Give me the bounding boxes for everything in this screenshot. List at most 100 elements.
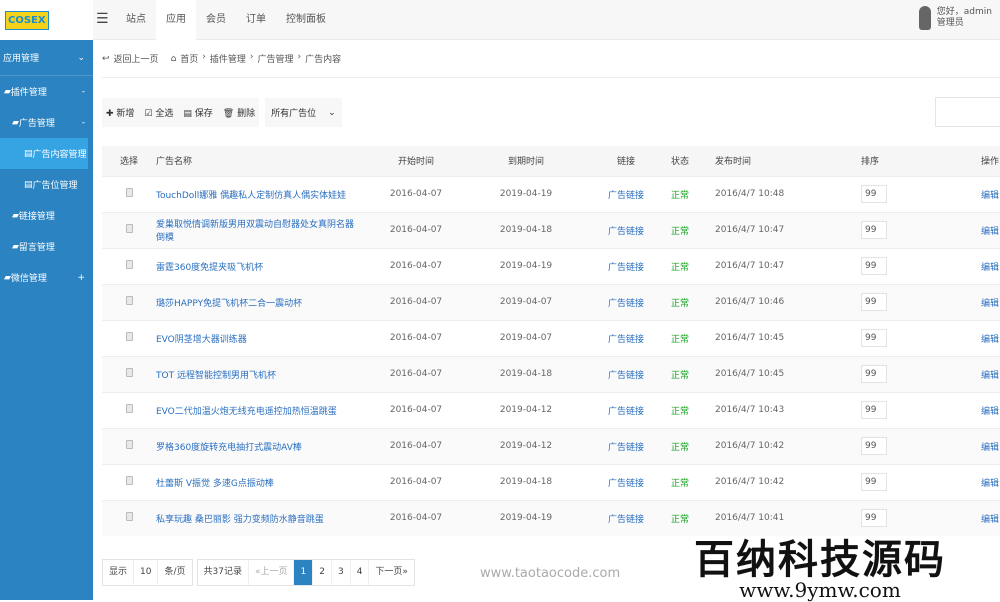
row-checkbox[interactable] bbox=[125, 476, 133, 485]
delete-button[interactable]: 🗑 删除 bbox=[222, 109, 256, 119]
menu-toggle-icon[interactable]: ☰ bbox=[96, 11, 109, 27]
sort-input[interactable] bbox=[861, 185, 887, 203]
sort-input[interactable] bbox=[861, 437, 887, 455]
sort-input[interactable] bbox=[861, 221, 887, 239]
ad-position-select[interactable]: 所有广告位 ⌄ bbox=[265, 98, 342, 127]
page-1-button[interactable]: 1 bbox=[294, 560, 314, 585]
edit-link[interactable]: 编辑 bbox=[981, 499, 1000, 536]
back-link[interactable]: 返回上一页 bbox=[113, 55, 159, 65]
row-checkbox[interactable] bbox=[125, 332, 133, 341]
nav-item-1[interactable]: 应用 bbox=[156, 0, 196, 40]
start-date: 2016-04-07 bbox=[361, 355, 471, 392]
nav-item-2[interactable]: 会员 bbox=[206, 14, 226, 25]
sort-input[interactable] bbox=[861, 293, 887, 311]
page-2-button[interactable]: 2 bbox=[313, 560, 332, 585]
row-checkbox[interactable] bbox=[125, 404, 133, 413]
expand-icon: + bbox=[77, 272, 85, 283]
search-input[interactable] bbox=[935, 97, 1000, 127]
ad-name-link[interactable]: EVO二代加温火炮无线充电遥控加热恒温跳蛋 bbox=[156, 391, 361, 428]
nav-item-3[interactable]: 订单 bbox=[246, 14, 266, 25]
start-date: 2016-04-07 bbox=[361, 319, 471, 356]
edit-link[interactable]: 编辑 bbox=[981, 283, 1000, 320]
ad-link[interactable]: 广告链接 bbox=[581, 499, 671, 536]
breadcrumb-item[interactable]: 插件管理 bbox=[209, 55, 246, 65]
ad-link[interactable]: 广告链接 bbox=[581, 283, 671, 320]
end-date: 2019-04-19 bbox=[471, 175, 581, 212]
table-row: TOT 远程智能控制男用飞机杯 2016-04-07 2019-04-18 广告链接正… bbox=[102, 355, 1000, 392]
logo[interactable]: COSEX bbox=[0, 0, 93, 40]
sidebar-item-3[interactable]: ▤ 广告位管理 bbox=[0, 169, 93, 200]
per-page-select[interactable]: 10 bbox=[134, 560, 159, 585]
ad-link[interactable]: 广告链接 bbox=[581, 247, 671, 284]
row-checkbox[interactable] bbox=[125, 188, 133, 197]
save-button[interactable]: ▤ 保存 bbox=[183, 109, 213, 119]
ad-name-link[interactable]: 璐莎HAPPY免提飞机杯二合一震动杯 bbox=[156, 283, 361, 320]
sort-input[interactable] bbox=[861, 365, 887, 383]
user-info[interactable]: 您好，admin 管理员 bbox=[918, 6, 992, 30]
edit-link[interactable]: 编辑 bbox=[981, 355, 1000, 392]
prev-page-button[interactable]: «上一页 bbox=[249, 560, 295, 585]
row-checkbox[interactable] bbox=[125, 296, 133, 305]
sort-input[interactable] bbox=[861, 401, 887, 419]
nav-item-0[interactable]: 站点 bbox=[126, 14, 146, 25]
row-checkbox[interactable] bbox=[125, 512, 133, 522]
ad-link[interactable]: 广告链接 bbox=[581, 427, 671, 464]
sidebar-header[interactable]: 应用管理 ⌄ bbox=[0, 40, 93, 76]
breadcrumb: ↩ 返回上一页 ⌂ 首页 › 插件管理 › 广告管理 › 广告内容 bbox=[102, 40, 1000, 78]
sidebar-item-2[interactable]: ▤ 广告内容管理 bbox=[0, 138, 88, 169]
ad-name-link[interactable]: EVO阴茎增大器训练器 bbox=[156, 319, 361, 356]
toolbar: ✚ 新增 ☑ 全选 ▤ 保存 🗑 删除 所有广告位 ⌄ bbox=[102, 98, 342, 127]
nav-item-4[interactable]: 控制面板 bbox=[286, 14, 326, 25]
sort-cell bbox=[861, 247, 981, 284]
edit-link[interactable]: 编辑 bbox=[981, 427, 1000, 464]
ad-name-link[interactable]: 罗格360度旋转充电抽打式震动AV棒 bbox=[156, 427, 361, 464]
breadcrumb-item[interactable]: 首页 bbox=[180, 55, 199, 65]
edit-link[interactable]: 编辑 bbox=[981, 175, 1000, 212]
ad-name-link[interactable]: 爱巢取悦情调新版男用双震动自慰器处女真阴名器倒模 bbox=[156, 211, 361, 248]
sidebar-item-1[interactable]: ▰ 广告管理 - bbox=[0, 107, 93, 138]
row-checkbox[interactable] bbox=[125, 440, 133, 449]
row-checkbox[interactable] bbox=[125, 224, 133, 233]
sort-input[interactable] bbox=[861, 329, 887, 347]
ad-link[interactable]: 广告链接 bbox=[581, 211, 671, 248]
sort-input[interactable] bbox=[861, 257, 887, 275]
edit-link[interactable]: 编辑 bbox=[981, 463, 1000, 500]
page-3-button[interactable]: 3 bbox=[332, 560, 351, 585]
status-badge: 正常 bbox=[671, 247, 715, 284]
table-row: 爱巢取悦情调新版男用双震动自慰器处女真阴名器倒模 2016-04-07 2019-0… bbox=[102, 211, 1000, 248]
select-all-button[interactable]: ☑ 全选 bbox=[144, 109, 174, 119]
start-date: 2016-04-07 bbox=[361, 211, 471, 248]
column-header: 开始时间 bbox=[361, 146, 471, 176]
sidebar-item-0[interactable]: ▰ 插件管理 - bbox=[0, 76, 93, 107]
ad-name-link[interactable]: TOT 远程智能控制男用飞机杯 bbox=[156, 355, 361, 392]
ad-name-link[interactable]: 杜蕾斯 V振觉 多速G点振动棒 bbox=[156, 463, 361, 500]
select-cell bbox=[102, 319, 156, 356]
start-date: 2016-04-07 bbox=[361, 247, 471, 284]
edit-link[interactable]: 编辑 bbox=[981, 319, 1000, 356]
next-page-button[interactable]: 下一页» bbox=[375, 567, 408, 577]
ad-name-link[interactable]: 私享玩趣 桑巴丽影 强力变频防水静音跳蛋 bbox=[156, 499, 361, 536]
sidebar-item-5[interactable]: ▰ 留言管理 bbox=[0, 231, 93, 262]
edit-link[interactable]: 编辑 bbox=[981, 211, 1000, 248]
ad-name-link[interactable]: 雷霆360度免提夹吸飞机杯 bbox=[156, 247, 361, 284]
row-checkbox[interactable] bbox=[125, 260, 133, 269]
select-cell bbox=[102, 247, 156, 284]
sort-cell bbox=[861, 211, 981, 248]
ad-link[interactable]: 广告链接 bbox=[581, 319, 671, 356]
add-button[interactable]: ✚ 新增 bbox=[106, 109, 135, 119]
sidebar-item-6[interactable]: ▰ 微信管理 + bbox=[0, 262, 93, 293]
edit-link[interactable]: 编辑 bbox=[981, 247, 1000, 284]
sidebar-item-4[interactable]: ▰ 链接管理 bbox=[0, 200, 93, 231]
ad-link[interactable]: 广告链接 bbox=[581, 355, 671, 392]
breadcrumb-item[interactable]: 广告内容 bbox=[305, 55, 342, 65]
ad-link[interactable]: 广告链接 bbox=[581, 463, 671, 500]
edit-link[interactable]: 编辑 bbox=[981, 391, 1000, 428]
ad-name-link[interactable]: TouchDoll娜雅 偶趣私人定制仿真人偶实体娃娃 bbox=[156, 175, 361, 212]
page-4-button[interactable]: 4 bbox=[351, 560, 370, 585]
sort-input[interactable] bbox=[861, 509, 887, 528]
breadcrumb-item[interactable]: 广告管理 bbox=[257, 55, 294, 65]
sort-input[interactable] bbox=[861, 473, 887, 491]
ad-link[interactable]: 广告链接 bbox=[581, 391, 671, 428]
row-checkbox[interactable] bbox=[125, 368, 133, 377]
ad-link[interactable]: 广告链接 bbox=[581, 175, 671, 212]
